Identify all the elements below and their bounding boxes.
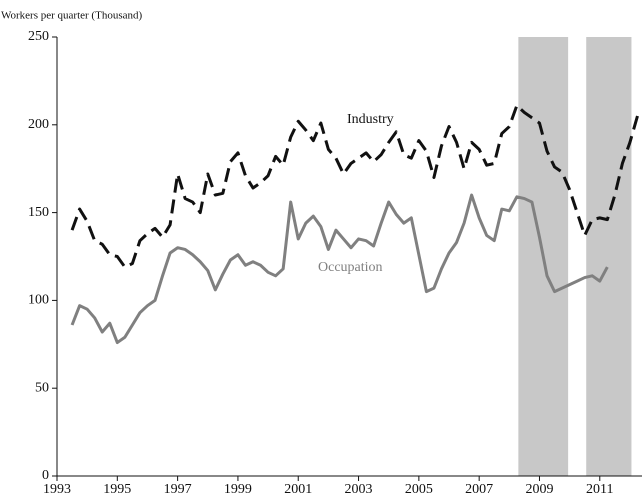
annotation: Occupation (318, 260, 383, 275)
shaded-region (586, 37, 632, 476)
x-tick-label: 2007 (465, 482, 493, 497)
y-axis-label: Workers per quarter (Thousand) (1, 10, 142, 22)
x-tick-label: 1995 (103, 482, 131, 497)
x-tick-label: 2003 (345, 482, 373, 497)
y-tick-label: 100 (28, 293, 49, 308)
y-tick-label: 200 (28, 117, 49, 132)
x-tick-label: 2009 (525, 482, 553, 497)
x-tick-label: 2001 (284, 482, 312, 497)
x-tick-label: 1997 (164, 482, 192, 497)
y-tick-label: 0 (42, 468, 49, 483)
y-tick-label: 50 (35, 380, 49, 395)
annotation: Industry (347, 112, 394, 127)
x-tick-label: 1999 (224, 482, 252, 497)
y-tick-label: 150 (28, 205, 49, 220)
series-line (70, 193, 609, 345)
series-line (70, 103, 639, 269)
x-tick-label: 1993 (43, 482, 71, 497)
x-tick-label: 2011 (586, 482, 613, 497)
y-tick-label: 250 (28, 29, 49, 44)
x-tick-label: 2005 (405, 482, 433, 497)
